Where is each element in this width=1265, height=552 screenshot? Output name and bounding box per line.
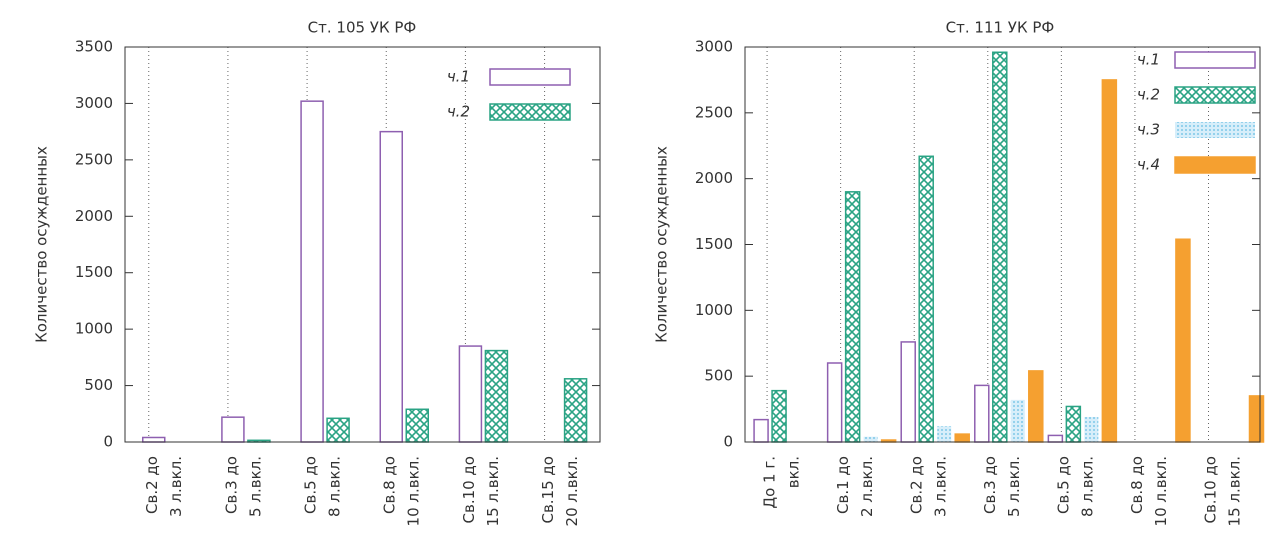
legend-label: ч.1	[1137, 51, 1160, 69]
x-tick-label: Св.8 до	[1128, 456, 1146, 514]
legend-label: ч.2	[447, 103, 470, 121]
legend-label: ч.2	[1137, 86, 1160, 104]
y-tick-label: 1000	[695, 301, 733, 319]
x-tick-label: Св.2 до	[143, 456, 161, 514]
bar	[937, 426, 952, 442]
x-tick-label: 10 л.вкл.	[1152, 456, 1170, 526]
bar	[458, 345, 483, 443]
bar	[1047, 434, 1064, 443]
legend-swatch	[1174, 86, 1256, 104]
bar	[1101, 79, 1118, 443]
bar	[221, 416, 245, 443]
bar	[1028, 370, 1044, 443]
x-tick-label: 5 л.вкл.	[246, 456, 264, 517]
bar	[484, 349, 509, 443]
x-tick-label: 3 л.вкл.	[931, 456, 949, 517]
plot-frame	[744, 46, 1261, 443]
y-tick-label: 2000	[695, 169, 733, 187]
x-tick-label: Св.5 до	[301, 456, 319, 514]
y-axis-label: Количество осужденных	[653, 146, 671, 343]
bar	[1065, 405, 1082, 443]
y-axis-label: Количество осужденных	[33, 146, 51, 343]
bar	[900, 341, 916, 443]
bar	[326, 417, 350, 443]
bar	[1010, 399, 1025, 442]
y-tick-label: 1500	[695, 235, 733, 253]
legend-swatch	[1174, 156, 1256, 174]
x-tick-label: До 1 г.	[760, 456, 778, 509]
x-tick-label: Св.15 до	[539, 456, 557, 524]
y-tick-label: 500	[84, 376, 113, 394]
x-tick-label: 15 л.вкл.	[1226, 456, 1244, 526]
legend-swatch	[489, 103, 571, 121]
legend-label: ч.4	[1137, 156, 1160, 174]
x-tick-label: Св.10 до	[460, 456, 478, 524]
y-tick-label: 1000	[75, 320, 113, 338]
bar	[992, 51, 1008, 443]
x-tick-label: Св.1 до	[834, 456, 852, 514]
bar	[954, 433, 970, 443]
bar	[405, 408, 429, 443]
bar	[826, 362, 843, 443]
bar	[142, 436, 166, 443]
bar	[771, 389, 787, 443]
x-tick-label: Св.3 до	[222, 456, 240, 514]
bar	[844, 191, 861, 443]
x-tick-label: Св.8 до	[381, 456, 399, 514]
bar	[918, 155, 934, 443]
chart-title: Ст. 111 УК РФ	[946, 19, 1055, 37]
bar	[1175, 238, 1191, 443]
x-tick-label: 8 л.вкл.	[1079, 456, 1097, 517]
y-tick-label: 3500	[75, 38, 113, 56]
y-tick-label: 1500	[75, 263, 113, 281]
plot-frame	[124, 46, 601, 443]
legend-swatch	[1175, 122, 1255, 138]
x-tick-label: вкл.	[784, 456, 802, 488]
x-tick-label: 10 л.вкл.	[405, 456, 423, 526]
x-tick-label: Св.5 до	[1055, 456, 1073, 514]
bar	[563, 378, 588, 443]
y-tick-label: 2000	[75, 207, 113, 225]
y-tick-label: 3000	[75, 94, 113, 112]
bar	[753, 418, 769, 443]
y-tick-label: 0	[723, 433, 733, 451]
y-tick-label: 2500	[695, 103, 733, 121]
x-tick-label: 15 л.вкл.	[484, 456, 502, 526]
bar	[863, 436, 878, 442]
legend-label: ч.3	[1137, 121, 1160, 139]
bar	[1084, 416, 1099, 442]
bar	[300, 100, 324, 443]
x-tick-label: Св.2 до	[907, 456, 925, 514]
x-tick-label: 3 л.вкл.	[167, 456, 185, 517]
bar	[974, 384, 990, 443]
x-tick-label: Св.3 до	[981, 456, 999, 514]
y-tick-label: 3000	[695, 38, 733, 56]
x-tick-label: 2 л.вкл.	[858, 456, 876, 517]
legend-swatch	[1174, 51, 1256, 69]
bar	[1248, 395, 1265, 443]
x-tick-label: 5 л.вкл.	[1005, 456, 1023, 517]
legend-swatch	[489, 68, 571, 86]
y-tick-label: 2500	[75, 150, 113, 168]
bar	[379, 130, 403, 443]
chart-title: Ст. 105 УК РФ	[308, 19, 417, 37]
x-tick-label: 8 л.вкл.	[325, 456, 343, 517]
x-tick-label: Св.10 до	[1202, 456, 1220, 524]
y-tick-label: 0	[103, 433, 113, 451]
y-tick-label: 500	[704, 367, 733, 385]
x-tick-label: 20 л.вкл.	[563, 456, 581, 526]
legend-label: ч.1	[447, 68, 470, 86]
